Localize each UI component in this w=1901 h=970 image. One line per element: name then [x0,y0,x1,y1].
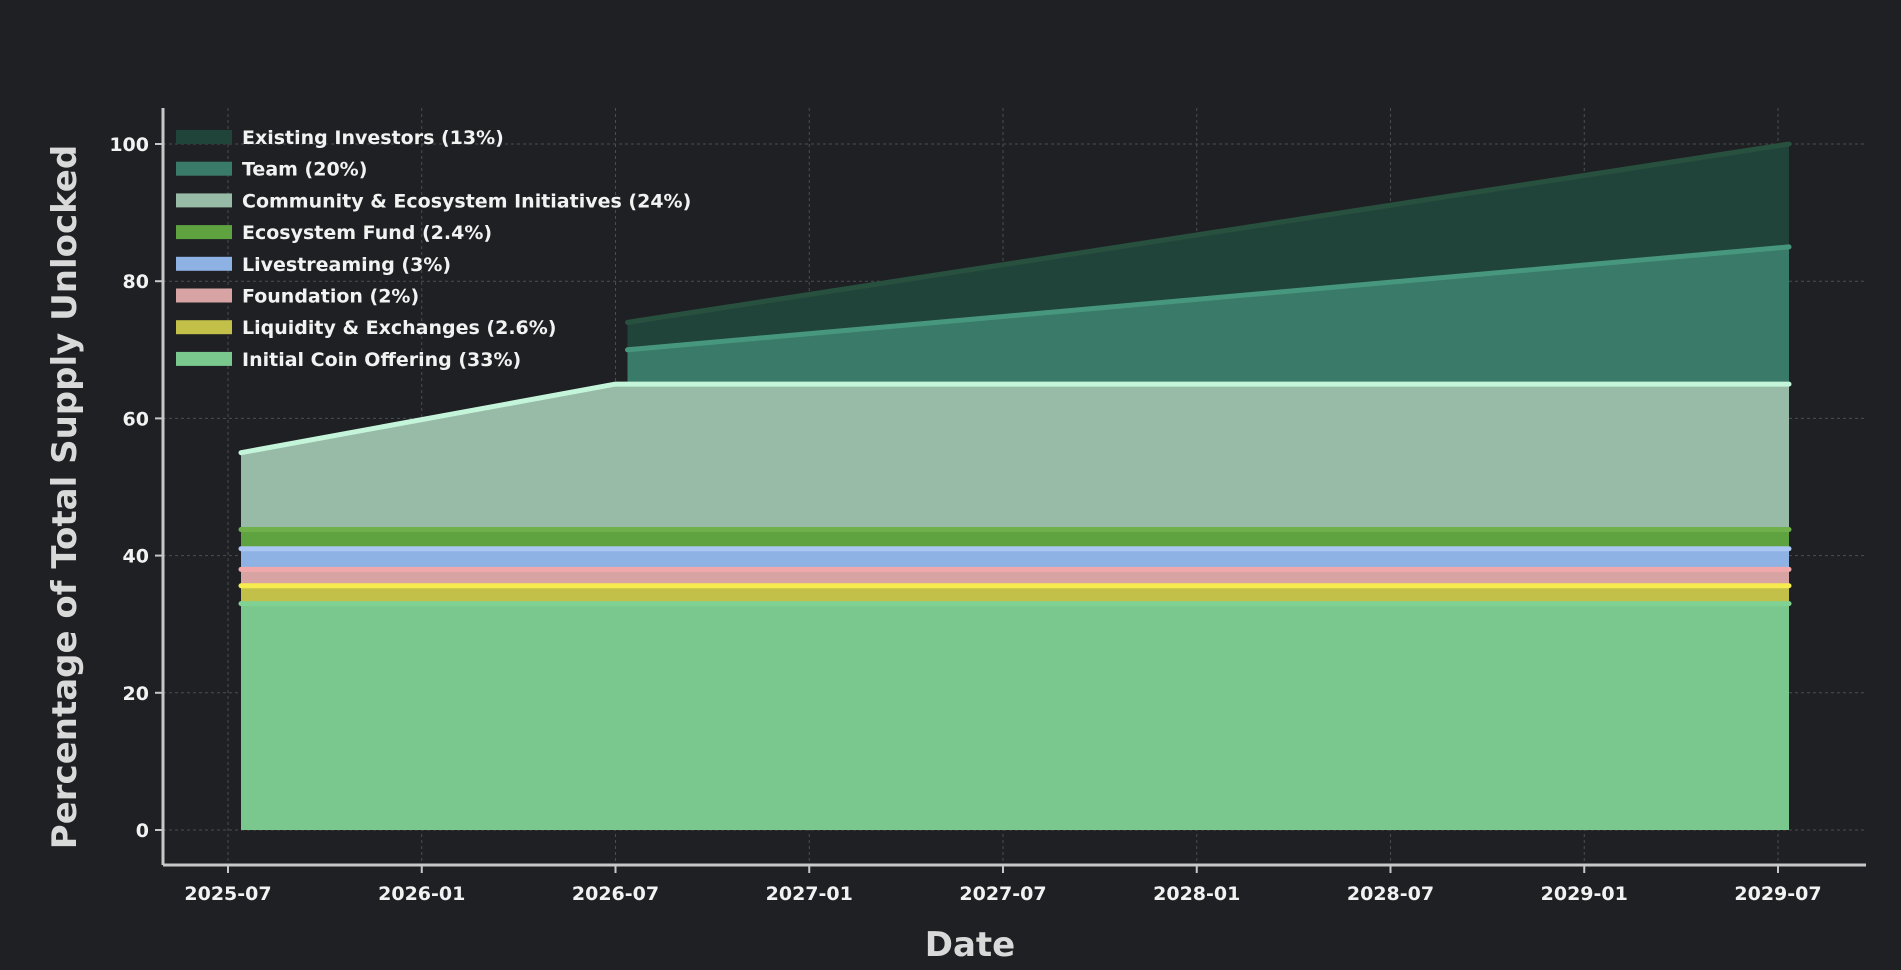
axes: 0 20 40 60 80 100 2025-07 2026-01 2026-07 2027-01… [109,108,1866,905]
legend: Existing Investors (13%) Team (20%) Commun… [176,127,691,371]
legend-label: Initial Coin Offering (33%) [242,349,521,371]
legend-swatch [176,193,232,208]
x-tick-label: 2029-07 [1734,883,1821,905]
line-existing-investors-13 [625,141,1792,325]
legend-swatch [176,130,232,144]
legend-label: Ecosystem Fund (2.4%) [242,222,492,244]
legend-swatch [176,288,232,303]
x-tick-label: 2029-01 [1541,883,1628,905]
y-tick-label: 60 [123,408,149,430]
legend-swatch [176,161,232,176]
legend-swatch [176,256,232,271]
line-community-ecosystem-initiatives-24 [238,381,1792,456]
x-tick-label: 2027-07 [959,883,1046,905]
legend-label: Existing Investors (13%) [242,127,504,149]
x-tick-label: 2028-01 [1153,883,1240,905]
legend-swatch [176,320,232,335]
legend-label: Community & Ecosystem Initiatives (24%) [242,190,691,212]
y-tick-label: 80 [123,271,149,293]
y-tick-label: 20 [123,683,149,705]
x-tick-label: 2027-01 [766,883,853,905]
legend-label: Foundation (2%) [242,286,419,308]
legend-label: Livestreaming (3%) [242,254,451,276]
y-tick-label: 40 [123,546,149,568]
y-axis-title: Percentage of Total Supply Unlocked [45,145,85,849]
legend-label: Team (20%) [242,159,367,181]
x-axis-title: Date [925,925,1015,965]
y-tick-label: 0 [136,820,149,842]
y-tick-label: 100 [109,134,149,156]
series-areas [238,141,1792,830]
x-tick-label: 2025-07 [184,883,271,905]
x-tick-label: 2026-07 [572,883,659,905]
area-initial-coin-offering-33 [241,603,1789,830]
line-team-20 [625,244,1792,353]
x-tick-label: 2028-07 [1347,883,1434,905]
legend-swatch [176,351,232,366]
legend-label: Liquidity & Exchanges (2.6%) [242,317,556,339]
legend-swatch [176,225,232,240]
x-tick-label: 2026-01 [378,883,465,905]
